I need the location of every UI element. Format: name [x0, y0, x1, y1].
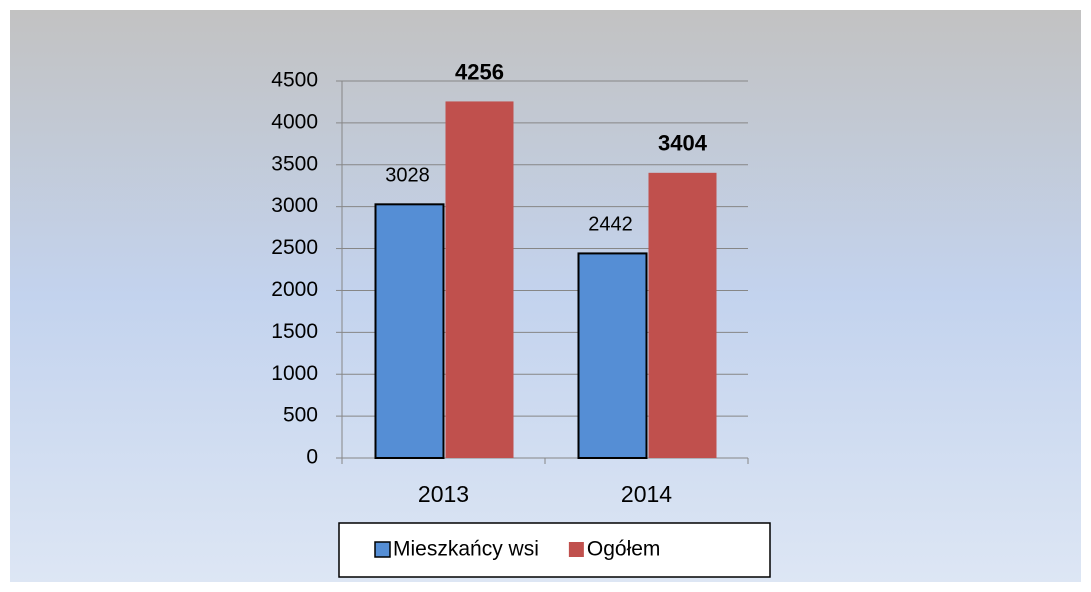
x-tick-label: 2014: [621, 481, 672, 507]
y-tick-label: 2500: [271, 236, 318, 259]
y-tick-label: 1500: [271, 320, 318, 343]
legend-label: Mieszkańcy wsi: [393, 538, 539, 561]
y-tick-label: 4500: [271, 69, 318, 92]
legend-swatch: [568, 542, 584, 557]
y-tick-label: 3500: [271, 152, 318, 175]
y-tick-label: 3000: [271, 194, 318, 217]
data-label: 3404: [658, 131, 708, 156]
data-label: 2442: [588, 214, 633, 236]
legend-box: [338, 522, 771, 578]
y-tick-label: 1000: [271, 362, 318, 385]
data-label: 4256: [455, 59, 504, 84]
y-tick-label: 2000: [271, 278, 318, 301]
bar: [648, 172, 717, 459]
y-tick-label: 0: [306, 446, 318, 469]
data-label: 3028: [385, 165, 430, 187]
y-tick-label: 4000: [271, 110, 318, 133]
legend-label: Ogółem: [587, 538, 661, 561]
y-tick-label: 500: [283, 404, 318, 427]
bar: [374, 203, 445, 459]
chart-background: [10, 10, 1081, 582]
legend-swatch: [374, 541, 391, 558]
bar: [577, 252, 648, 459]
x-tick-label: 2013: [418, 481, 469, 507]
bar: [445, 101, 514, 459]
